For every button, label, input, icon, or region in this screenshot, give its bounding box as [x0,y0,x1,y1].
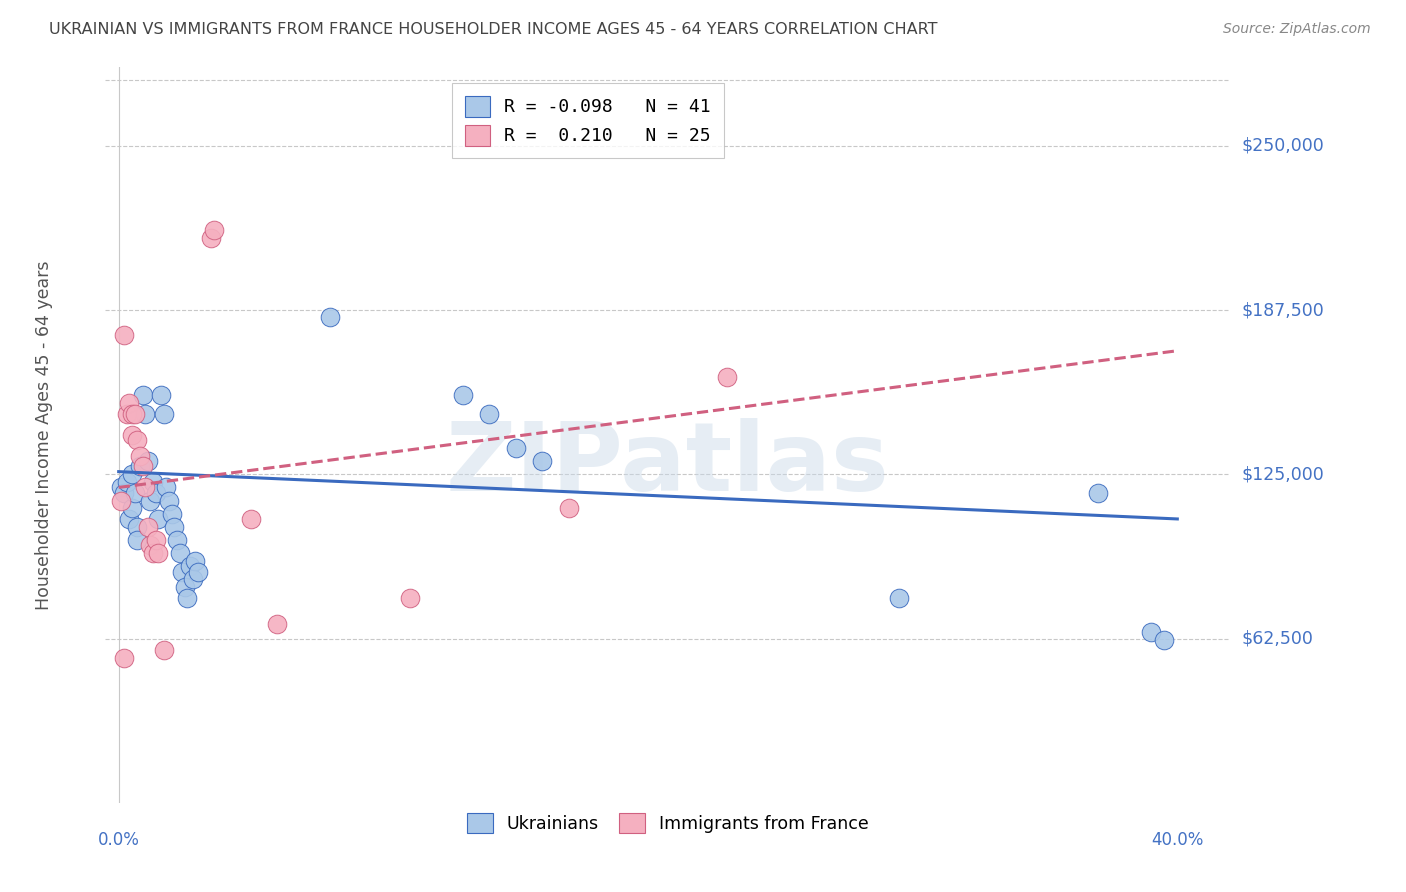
Point [152,643,174,657]
Point [478,407,501,421]
Point [889,591,911,605]
Point [124,407,146,421]
Point [173,580,195,594]
Point [184,554,207,568]
Point [166,533,188,547]
Point [128,449,150,463]
Text: $62,500: $62,500 [1241,630,1313,648]
Legend: Ukrainians, Immigrants from France: Ukrainians, Immigrants from France [458,805,877,842]
Point [118,396,141,410]
Point [157,493,180,508]
Point [1140,624,1163,639]
Point [155,480,177,494]
Point [121,501,143,516]
Text: $125,000: $125,000 [1241,466,1324,483]
Point [134,480,156,494]
Point [127,433,149,447]
Point [202,223,225,237]
Point [200,231,222,245]
Point [112,328,135,343]
Point [187,565,209,579]
Point [1153,632,1175,647]
Point [266,617,288,632]
Point [115,407,138,421]
Point [121,467,143,482]
Point [136,454,159,468]
Point [128,459,150,474]
Point [112,485,135,500]
Point [121,428,143,442]
Point [139,493,162,508]
Point [145,533,167,547]
Point [118,512,141,526]
Point [505,441,527,455]
Point [398,591,420,605]
Point [160,507,183,521]
Point [176,591,198,605]
Text: $250,000: $250,000 [1241,136,1324,154]
Point [142,546,165,560]
Point [134,407,156,421]
Point [121,407,143,421]
Point [142,475,165,490]
Point [181,573,204,587]
Text: $187,500: $187,500 [1241,301,1324,319]
Point [124,485,146,500]
Point [716,370,738,384]
Point [150,388,173,402]
Point [110,480,132,494]
Point [115,475,138,490]
Point [127,533,149,547]
Text: Householder Income Ages 45 - 64 years: Householder Income Ages 45 - 64 years [35,260,52,609]
Point [172,565,194,579]
Point [163,520,186,534]
Point [148,546,170,560]
Point [127,520,149,534]
Point [131,388,153,402]
Point [240,512,263,526]
Text: UKRAINIAN VS IMMIGRANTS FROM FRANCE HOUSEHOLDER INCOME AGES 45 - 64 YEARS CORREL: UKRAINIAN VS IMMIGRANTS FROM FRANCE HOUS… [49,22,938,37]
Point [112,651,135,665]
Point [1087,485,1109,500]
Point [557,501,579,516]
Point [148,512,170,526]
Point [131,459,153,474]
Point [531,454,554,468]
Text: Source: ZipAtlas.com: Source: ZipAtlas.com [1223,22,1371,37]
Point [451,388,474,402]
Point [145,485,167,500]
Text: 0.0%: 0.0% [98,830,139,848]
Point [319,310,342,324]
Point [110,493,132,508]
Text: ZIPatlas: ZIPatlas [446,417,890,511]
Text: 40.0%: 40.0% [1152,830,1204,848]
Point [136,520,159,534]
Point [152,407,174,421]
Point [169,546,191,560]
Point [179,559,201,574]
Point [139,538,162,552]
